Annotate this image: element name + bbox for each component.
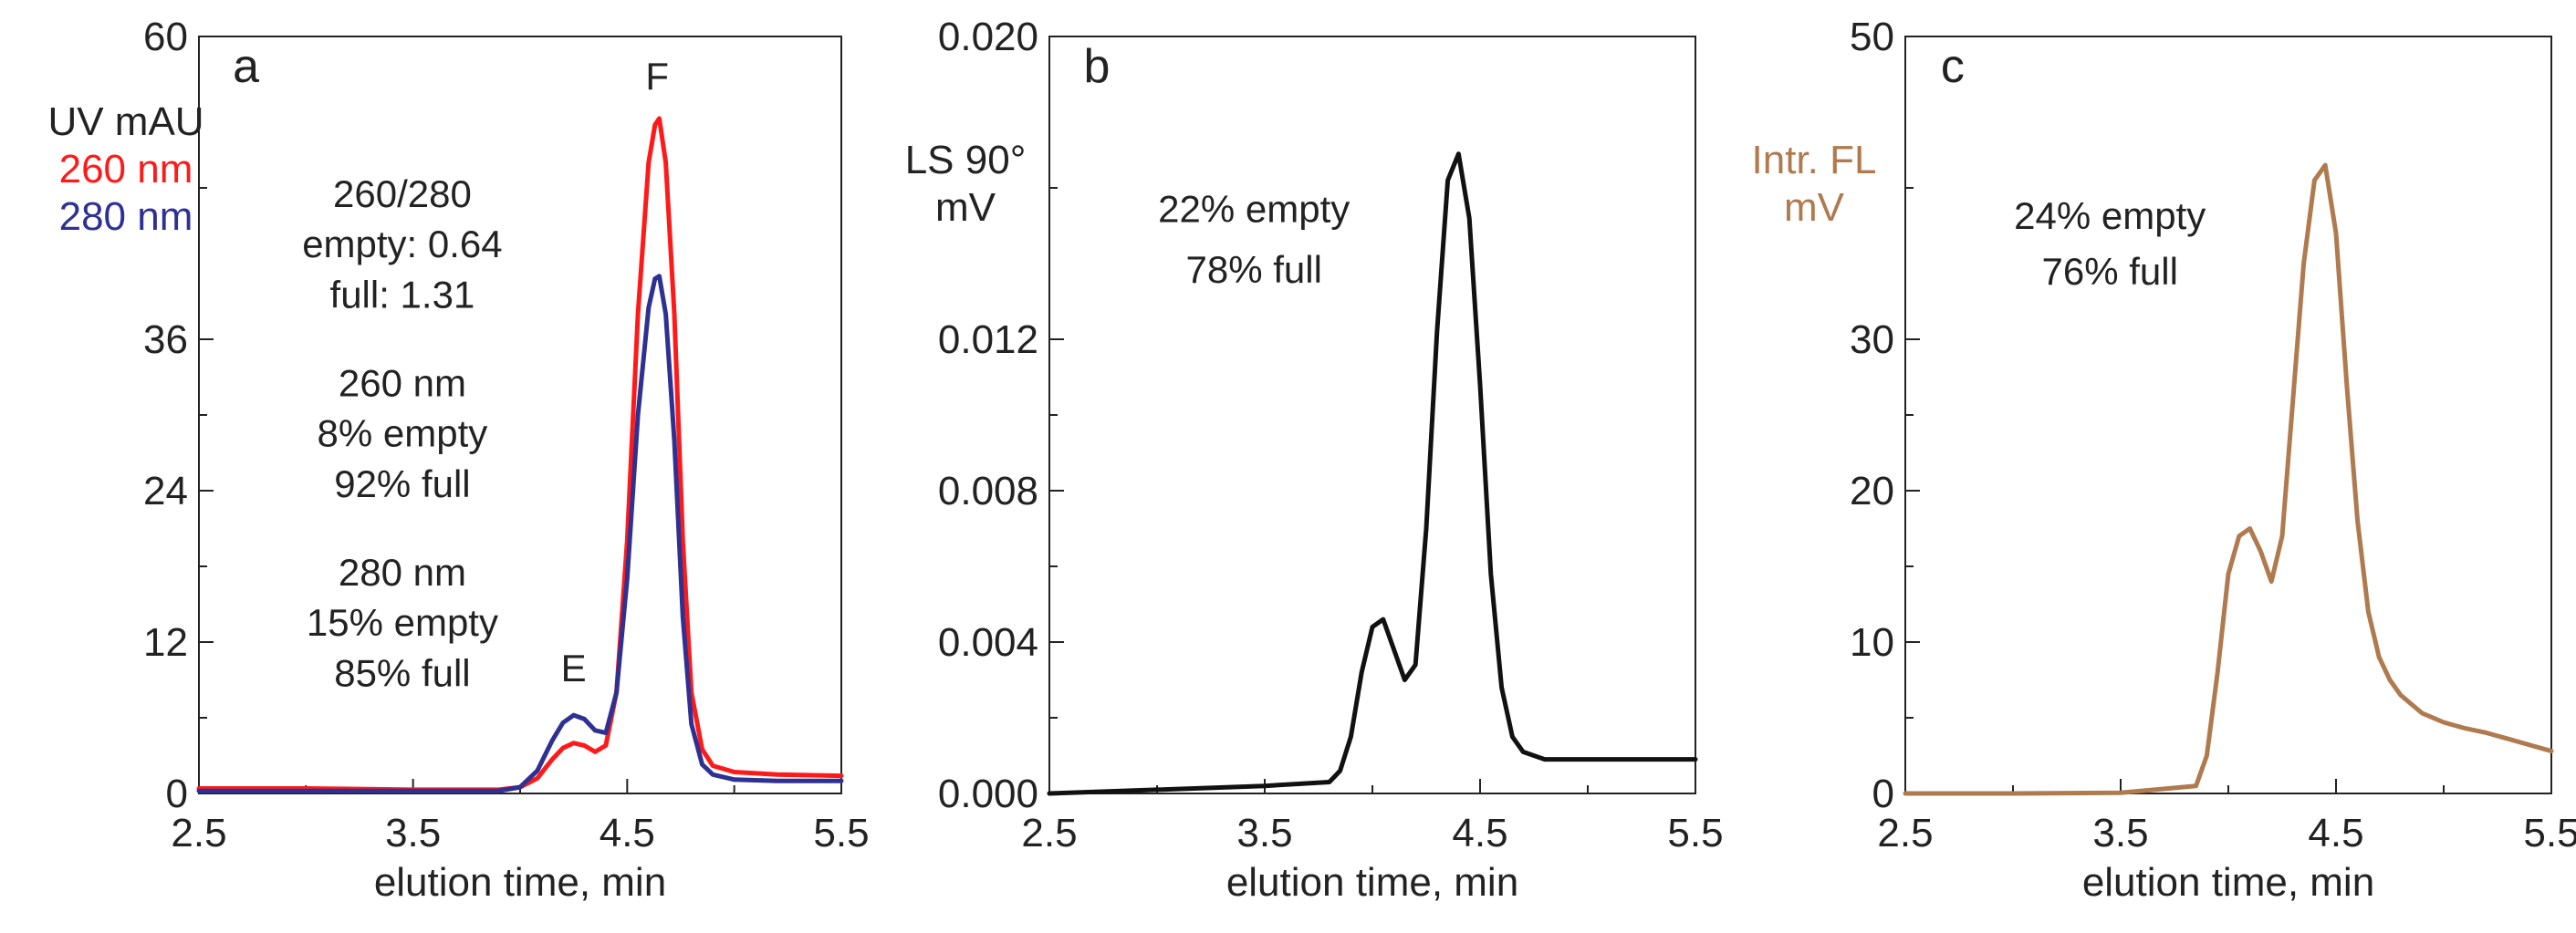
y-tick-label: 10 [1850, 620, 1894, 665]
y-tick-label: 36 [143, 317, 188, 362]
annotation: full: 1.31 [330, 273, 475, 316]
annotation: 280 nm [339, 551, 466, 594]
annotation: 22% empty [1158, 187, 1350, 230]
y-tick-label: 20 [1850, 469, 1894, 513]
y-axis-label-line: 280 nm [59, 194, 193, 239]
y-axis-label-line: UV mAU [47, 99, 203, 144]
panel-a: 2.5 3.5 4.5 5.5 0 12 24 36 60 elution time, min UV… [47, 15, 869, 905]
series-260-nm [196, 116, 844, 793]
panel-b: 2.5 3.5 4.5 5.5 0.000 0.004 0.008 0.012 0.020 elu… [905, 15, 1724, 905]
x-tick-label: 3.5 [2092, 811, 2148, 855]
panel-label: c [1941, 40, 1965, 93]
x-tick-label: 2.5 [1021, 811, 1077, 855]
y-tick-label: 50 [1850, 15, 1894, 59]
series-ls-90- [1047, 151, 1698, 796]
x-tick-label: 2.5 [1877, 811, 1933, 855]
series-280-nm [196, 274, 844, 793]
x-tick-label: 4.5 [600, 811, 655, 855]
annotation: 24% empty [2014, 194, 2206, 237]
panel-c: 2.5 3.5 4.5 5.5 0 10 20 30 50 elution time, min In… [1752, 15, 2576, 905]
x-tick-label: 5.5 [2523, 811, 2576, 855]
annotation: empty: 0.64 [302, 223, 502, 265]
x-tick-label: 5.5 [813, 811, 869, 855]
annotation: 85% full [334, 651, 470, 694]
plot-frame [1904, 36, 2552, 794]
y-tick-label: 24 [143, 469, 188, 513]
annotation: F [645, 55, 669, 98]
x-tick-label: 3.5 [385, 811, 441, 855]
annotation: 78% full [1185, 248, 1321, 291]
y-axis-label-line: mV [1784, 185, 1845, 230]
panel-label: b [1083, 40, 1110, 93]
y-tick-label: 0.008 [938, 469, 1038, 513]
y-tick-label: 30 [1850, 317, 1894, 362]
y-tick-label: 0.004 [938, 620, 1038, 665]
plot-frame [198, 36, 842, 794]
y-tick-label: 60 [143, 15, 188, 59]
x-axis-label: elution time, min [374, 860, 666, 905]
y-tick-label: 0.020 [938, 15, 1038, 59]
annotation: E [561, 647, 587, 689]
x-axis-label: elution time, min [2082, 860, 2374, 905]
y-axis-label-line: Intr. FL [1752, 138, 1877, 182]
x-tick-label: 5.5 [1667, 811, 1723, 855]
y-axis-label-line: mV [935, 185, 996, 230]
y-axis-label-line: 260 nm [59, 147, 193, 192]
annotation: 15% empty [307, 601, 498, 644]
plot-frame [1048, 36, 1696, 794]
x-axis-label: elution time, min [1226, 860, 1518, 905]
y-tick-label: 0.012 [938, 317, 1038, 362]
annotation: 8% empty [318, 412, 488, 455]
x-tick-label: 4.5 [2308, 811, 2363, 855]
y-tick-label: 0.000 [938, 772, 1038, 816]
y-tick-label: 0 [166, 772, 188, 816]
x-tick-label: 4.5 [1452, 811, 1507, 855]
y-tick-label: 0 [1872, 772, 1894, 816]
x-tick-label: 3.5 [1236, 811, 1292, 855]
y-axis-label-line: LS 90° [905, 138, 1027, 182]
panel-label: a [233, 40, 259, 93]
annotation: 76% full [2041, 250, 2177, 293]
annotation: 92% full [334, 462, 470, 505]
series-intr-fl [1903, 162, 2554, 796]
annotation: 260 nm [339, 361, 466, 404]
annotation: 260/280 [333, 172, 472, 215]
x-tick-label: 2.5 [171, 811, 226, 855]
y-tick-label: 12 [143, 620, 188, 665]
